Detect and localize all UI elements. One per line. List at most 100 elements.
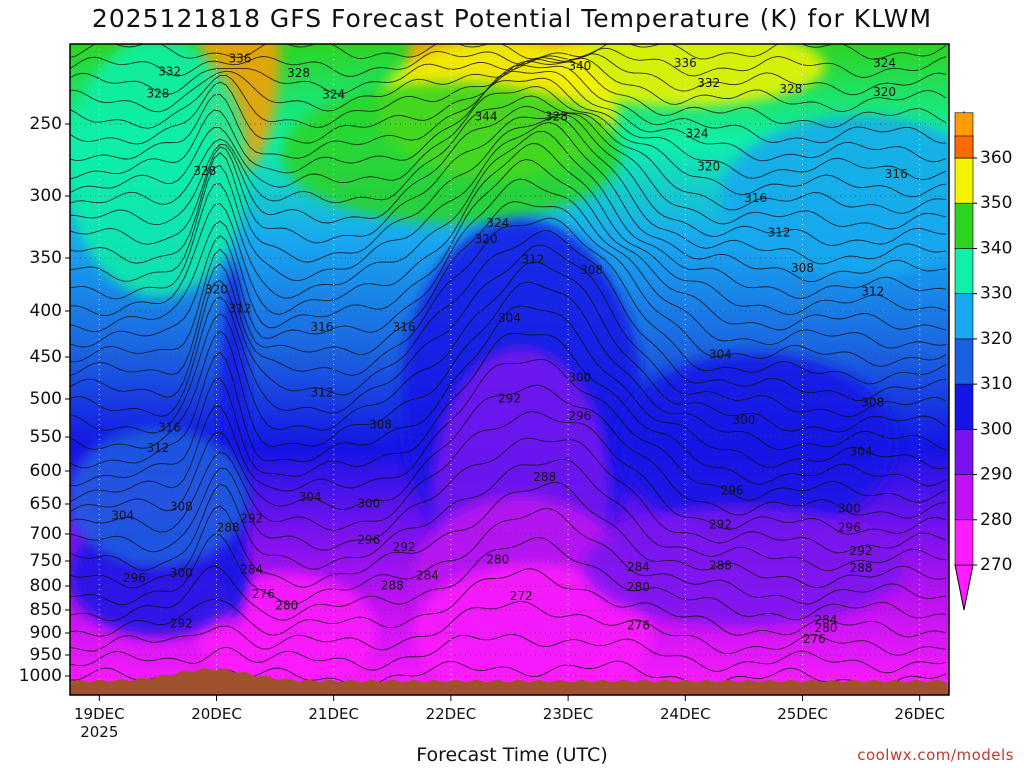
contour-line	[70, 244, 947, 418]
contour-line	[70, 44, 947, 60]
band-upper-green-mid	[280, 82, 621, 223]
contour-label: 304	[709, 348, 732, 362]
chart-title: 2025121818 GFS Forecast Potential Temper…	[91, 4, 933, 33]
colorbar-segment	[954, 293, 974, 340]
contour-line	[70, 116, 947, 265]
contour-label: 320	[475, 232, 498, 246]
contour-label: 312	[861, 284, 884, 298]
colorbar-tick-label: 330	[980, 284, 1012, 304]
contour-line	[70, 201, 947, 367]
contour-label: 324	[322, 88, 345, 102]
colorbar-segment	[954, 202, 974, 249]
contour-label: 304	[299, 490, 322, 504]
x-tick-label: 22DEC	[426, 705, 477, 723]
contour-label: 320	[205, 282, 228, 296]
contour-label: 308	[791, 261, 814, 275]
contour-label: 308	[580, 263, 603, 277]
contour-line	[70, 281, 947, 451]
colorbar-tick-label: 280	[980, 510, 1012, 530]
contour-label: 308	[861, 395, 884, 409]
contour-line	[70, 217, 947, 385]
contour-label: 324	[486, 216, 509, 230]
gridlines	[70, 44, 949, 695]
contour-label: 288	[850, 561, 873, 575]
contour-label: 288	[709, 559, 732, 573]
colorbar-segment	[954, 474, 974, 521]
colorbar-tick-label: 270	[980, 555, 1012, 575]
contour-label: 284	[814, 613, 837, 627]
contour-label: 300	[170, 566, 193, 580]
contour-label: 320	[697, 160, 720, 174]
contour-line	[70, 105, 947, 230]
contour-label: 300	[568, 371, 591, 385]
contour-label: 304	[498, 311, 521, 325]
contour-label: 272	[510, 589, 533, 603]
x-tick-label: 23DEC	[543, 705, 594, 723]
colorbar-tick-label: 350	[980, 193, 1012, 213]
contour-line	[70, 508, 947, 606]
colorbar-segment	[954, 429, 974, 475]
contour-label: 300	[732, 413, 755, 427]
y-tick-label: 650	[30, 494, 62, 514]
colorbar-tick-label: 360	[980, 148, 1012, 168]
y-axis: 250 300 350 400 450 500 550 600 650 700 750 800 850 9…	[19, 114, 70, 686]
contour-label: 288	[533, 470, 556, 484]
contour-label: 292	[240, 512, 263, 526]
contour-label: 328	[287, 66, 310, 80]
source-credit: coolwx.com/models	[857, 746, 1014, 764]
contour-line	[70, 568, 947, 638]
contour-line	[70, 143, 947, 317]
contour-label: 320	[873, 85, 896, 99]
y-tick-label: 350	[30, 248, 62, 268]
contour-label: 292	[709, 518, 732, 532]
contour-label: 328	[146, 86, 169, 100]
y-tick-label: 850	[30, 600, 62, 620]
contour-label: 340	[568, 59, 591, 73]
y-tick-label: 700	[30, 524, 62, 544]
contour-label: 296	[838, 521, 861, 535]
contour-label: 312	[521, 253, 544, 267]
band-upper-yellow-right	[545, 44, 826, 107]
y-tick-label: 550	[30, 427, 62, 447]
contour-line	[70, 122, 947, 282]
contour-label: 292	[393, 540, 416, 554]
contour-label: 312	[768, 226, 791, 240]
plot-frame	[69, 43, 950, 696]
contour-line	[70, 437, 947, 554]
contour-label: 312	[228, 301, 251, 315]
contour-line	[70, 47, 947, 78]
contour-label: 316	[885, 167, 908, 181]
contour-label: 344	[475, 109, 498, 123]
contour-label: 328	[193, 164, 216, 178]
y-tick-label: 400	[30, 301, 62, 321]
x-tick-label: 25DEC	[777, 705, 828, 723]
band-left-mid-blue	[70, 427, 248, 568]
y-tick-label: 250	[30, 114, 62, 134]
contour-label: 336	[228, 52, 251, 66]
contour-line	[70, 332, 947, 487]
colorbar-tick-label: 340	[980, 238, 1012, 258]
contour-label: 280	[814, 621, 837, 635]
contour-line	[70, 536, 947, 622]
contour-label: 312	[146, 441, 169, 455]
contour-label: 280	[627, 580, 650, 594]
band-lower-magenta-mid	[412, 563, 653, 695]
contour-label: 292	[170, 616, 193, 630]
contour-label: 284	[627, 560, 650, 574]
colorbar-tick-label: 310	[980, 374, 1012, 394]
contour-label: 328	[545, 109, 568, 123]
contour-line	[70, 114, 947, 247]
contour-label: 296	[721, 483, 744, 497]
y-tick-label: 600	[30, 461, 62, 481]
colorbar-tick-label: 290	[980, 465, 1012, 485]
contour-label: 296	[568, 409, 591, 423]
contour-label: 316	[393, 320, 416, 334]
contour-label: 328	[779, 82, 802, 96]
colorbar-tick-label: 300	[980, 419, 1012, 439]
contour-label: 324	[873, 56, 896, 70]
contour-label: 280	[275, 599, 298, 613]
contour-lines	[70, 44, 947, 691]
y-tick-label: 300	[30, 186, 62, 206]
contour-label: 324	[686, 127, 709, 141]
